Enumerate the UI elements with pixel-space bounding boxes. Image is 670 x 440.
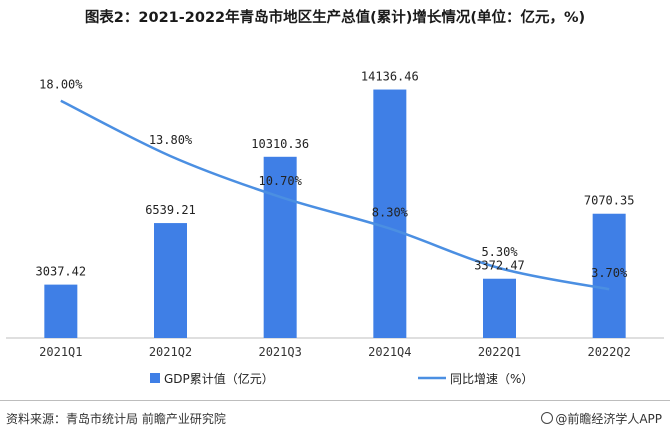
line-value-label: 8.30% xyxy=(372,206,409,220)
bar-2021Q2 xyxy=(154,223,187,338)
brand-label: @前瞻经济学人APP xyxy=(541,410,662,427)
chart-area: 3037.42 6539.21 10310.36 14136.46 3372.47 707… xyxy=(0,0,670,400)
bar-2021Q1 xyxy=(44,285,77,338)
x-tick-label: 2021Q1 xyxy=(39,345,82,359)
line-value-label: 13.80% xyxy=(149,133,193,147)
bar-2022Q1 xyxy=(483,279,516,338)
x-tick-label: 2021Q3 xyxy=(258,345,301,359)
bar-value-label: 7070.35 xyxy=(584,194,635,208)
bar-value-label: 3372.47 xyxy=(474,259,525,273)
growth-rate-line xyxy=(61,101,609,290)
bar-value-label: 3037.42 xyxy=(36,265,87,279)
x-tick-label: 2021Q4 xyxy=(368,345,411,359)
bar-value-label: 10310.36 xyxy=(251,137,309,151)
legend-bar-label: GDP累计值（亿元） xyxy=(164,371,274,386)
legend-line-label: 同比增速（%） xyxy=(450,372,533,386)
bar-value-label: 6539.21 xyxy=(145,203,196,217)
footer: 资料来源：青岛市统计局 前瞻产业研究院 @前瞻经济学人APP xyxy=(0,400,670,440)
bar-value-label: 14136.46 xyxy=(361,70,419,84)
line-value-label: 10.70% xyxy=(258,174,302,188)
legend-bar-swatch xyxy=(150,373,160,383)
brand-logo-icon xyxy=(541,412,553,424)
x-tick-label: 2022Q1 xyxy=(478,345,521,359)
line-value-label: 5.30% xyxy=(481,245,518,259)
brand-text: @前瞻经济学人APP xyxy=(555,412,662,426)
x-tick-label: 2022Q2 xyxy=(587,345,630,359)
x-tick-label: 2021Q2 xyxy=(149,345,192,359)
source-text: 资料来源：青岛市统计局 前瞻产业研究院 xyxy=(6,410,226,427)
line-value-label: 18.00% xyxy=(39,78,83,92)
line-value-label: 3.70% xyxy=(591,266,628,280)
